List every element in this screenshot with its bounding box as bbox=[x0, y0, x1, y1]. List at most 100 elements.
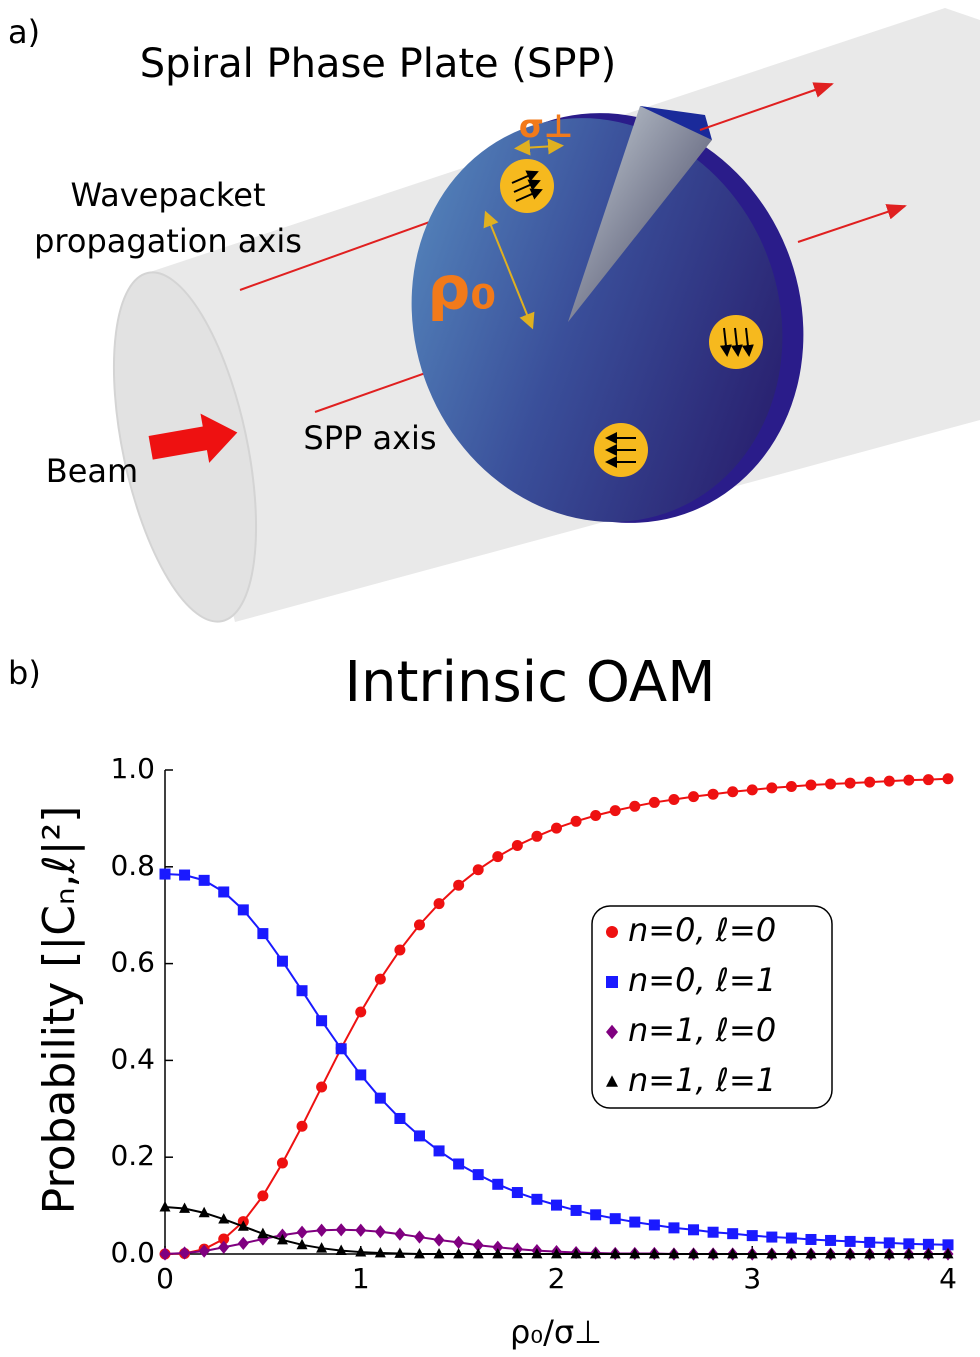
x-tick-label: 2 bbox=[548, 1262, 566, 1295]
marker bbox=[453, 1158, 464, 1169]
marker bbox=[766, 782, 777, 793]
annotation: Beam bbox=[46, 452, 138, 490]
annotation: Wavepacket bbox=[71, 176, 266, 214]
marker bbox=[375, 1225, 386, 1238]
marker bbox=[257, 1190, 268, 1201]
y-tick-label: 0.8 bbox=[110, 849, 155, 882]
marker bbox=[551, 823, 562, 834]
x-tick-label: 1 bbox=[352, 1262, 370, 1295]
marker bbox=[766, 1232, 777, 1243]
marker bbox=[316, 1224, 327, 1237]
marker bbox=[649, 1219, 660, 1230]
marker bbox=[355, 1007, 366, 1018]
marker bbox=[786, 1233, 797, 1244]
marker bbox=[238, 1237, 249, 1250]
marker bbox=[453, 880, 464, 891]
marker bbox=[708, 1227, 719, 1238]
marker bbox=[629, 1217, 640, 1228]
chart-title: Intrinsic OAM bbox=[344, 650, 715, 715]
marker bbox=[199, 875, 210, 886]
marker bbox=[179, 870, 190, 881]
marker bbox=[179, 1246, 190, 1259]
marker bbox=[629, 801, 640, 812]
legend-label: n=0, ℓ=1 bbox=[628, 961, 776, 999]
marker bbox=[218, 886, 229, 897]
marker bbox=[473, 864, 484, 875]
legend-marker bbox=[606, 976, 618, 988]
marker bbox=[571, 1205, 582, 1216]
wavepacket bbox=[500, 159, 554, 213]
marker bbox=[434, 1145, 445, 1156]
marker bbox=[394, 945, 405, 956]
marker bbox=[394, 1113, 405, 1124]
y-tick-label: 0.4 bbox=[110, 1042, 155, 1075]
y-tick-label: 0.0 bbox=[110, 1236, 155, 1269]
marker bbox=[375, 974, 386, 985]
marker bbox=[434, 898, 445, 909]
marker bbox=[531, 831, 542, 842]
marker bbox=[277, 1158, 288, 1169]
marker bbox=[688, 791, 699, 802]
marker bbox=[473, 1169, 484, 1180]
marker bbox=[414, 1230, 425, 1243]
y-axis-label: Probability [|Cₙ,ℓ|²] bbox=[34, 806, 85, 1215]
marker bbox=[845, 778, 856, 789]
legend-label: n=1, ℓ=1 bbox=[628, 1061, 776, 1099]
sigma-label: σ⊥ bbox=[519, 107, 573, 145]
marker bbox=[297, 1121, 308, 1132]
rho-label: ρ₀ bbox=[427, 254, 496, 324]
marker bbox=[336, 1223, 347, 1236]
marker bbox=[923, 774, 934, 785]
marker bbox=[610, 1213, 621, 1224]
marker bbox=[884, 776, 895, 787]
marker bbox=[708, 789, 719, 800]
legend-label: n=0, ℓ=0 bbox=[628, 911, 776, 949]
marker bbox=[805, 1234, 816, 1245]
marker bbox=[297, 1226, 308, 1239]
marker bbox=[864, 777, 875, 788]
marker bbox=[512, 1187, 523, 1198]
marker bbox=[257, 928, 268, 939]
page: {"panel_a": {"label": "a)", "title": "Sp… bbox=[0, 0, 980, 1357]
annotation: SPP axis bbox=[303, 419, 436, 457]
diagram-title: Spiral Phase Plate (SPP) bbox=[140, 41, 616, 87]
marker bbox=[160, 1201, 171, 1211]
marker bbox=[747, 1230, 758, 1241]
x-axis-label: ρ₀/σ⊥ bbox=[510, 1313, 602, 1351]
marker bbox=[590, 810, 601, 821]
marker bbox=[864, 1237, 875, 1248]
marker bbox=[355, 1069, 366, 1080]
marker bbox=[668, 1222, 679, 1233]
legend-label: n=1, ℓ=0 bbox=[628, 1011, 776, 1049]
legend-marker bbox=[606, 926, 618, 938]
marker bbox=[316, 1082, 327, 1093]
marker bbox=[825, 1235, 836, 1246]
x-tick-label: 4 bbox=[939, 1262, 957, 1295]
y-tick-label: 0.6 bbox=[110, 946, 155, 979]
marker bbox=[336, 1043, 347, 1054]
marker bbox=[884, 1237, 895, 1248]
marker bbox=[316, 1015, 327, 1026]
marker bbox=[571, 816, 582, 827]
marker bbox=[903, 775, 914, 786]
marker bbox=[668, 794, 679, 805]
marker bbox=[492, 851, 503, 862]
marker bbox=[375, 1093, 386, 1104]
marker bbox=[727, 1228, 738, 1239]
y-tick-label: 1.0 bbox=[110, 752, 155, 785]
marker bbox=[610, 805, 621, 816]
panel-label: b) bbox=[8, 654, 41, 692]
panel-label: a) bbox=[8, 13, 40, 51]
marker bbox=[414, 1130, 425, 1141]
marker bbox=[160, 1247, 171, 1260]
marker bbox=[747, 784, 758, 795]
marker bbox=[414, 919, 425, 930]
marker bbox=[825, 779, 836, 790]
marker bbox=[394, 1228, 405, 1241]
marker bbox=[355, 1224, 366, 1237]
figure: a) Spiral Phase Plate (SPP) Wavepacket p… bbox=[0, 0, 980, 1357]
marker bbox=[277, 956, 288, 967]
marker bbox=[727, 786, 738, 797]
marker bbox=[786, 781, 797, 792]
marker bbox=[688, 1224, 699, 1235]
